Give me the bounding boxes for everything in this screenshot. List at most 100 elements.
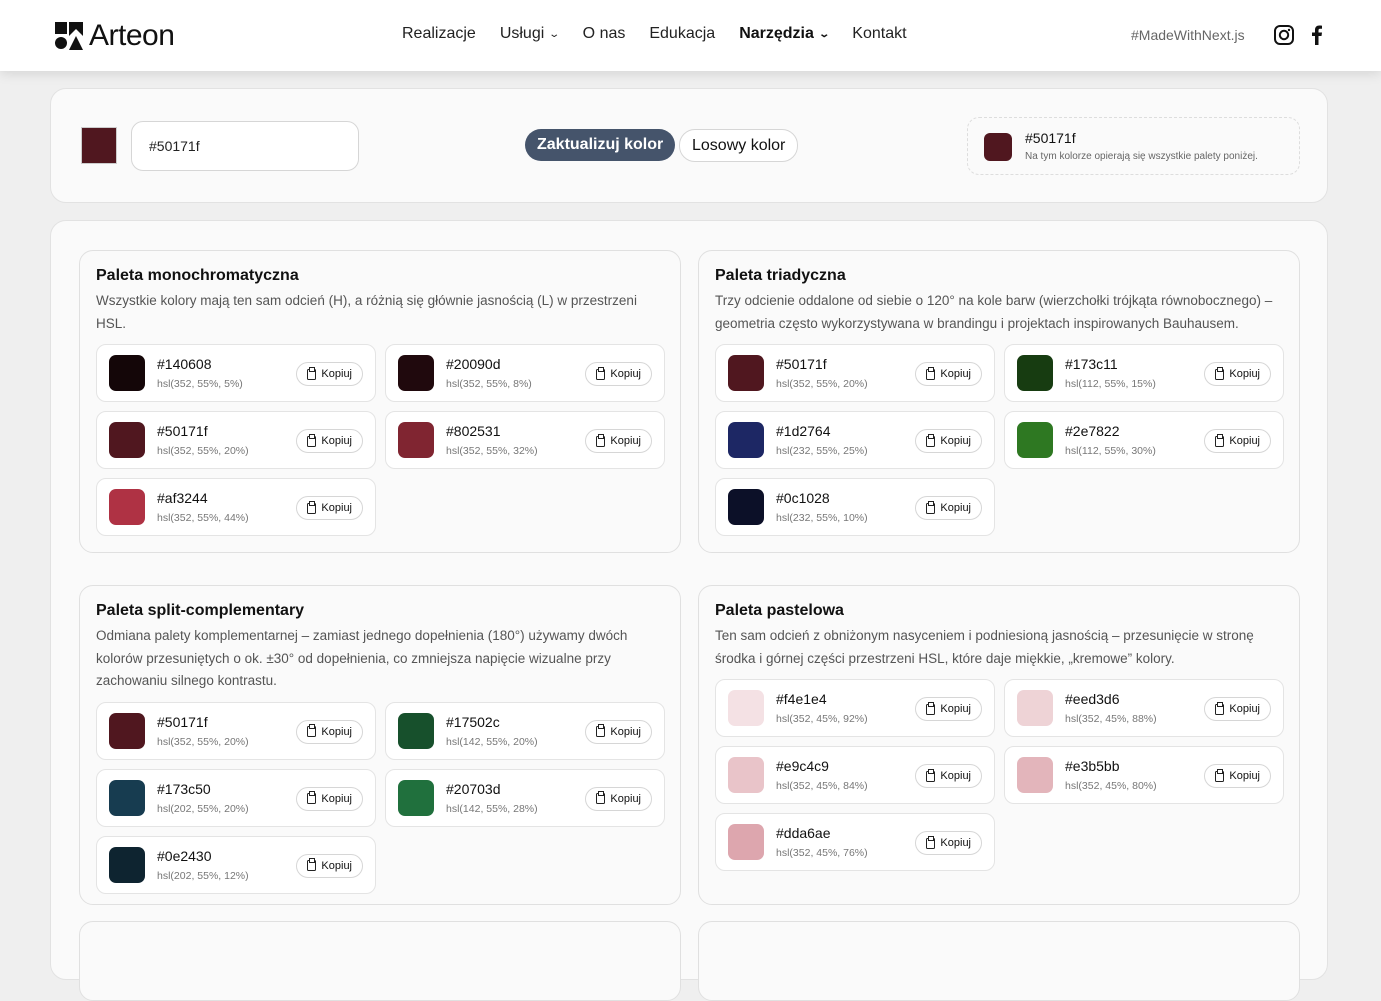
copy-button[interactable]: Kopiuj [296,719,363,744]
palette-panel: Paleta split-complementary Odmiana palet… [79,585,681,905]
copy-button[interactable]: Kopiuj [296,362,363,386]
clipboard-icon [307,366,317,380]
hex-color-input[interactable] [131,121,359,171]
copy-button[interactable]: Kopiuj [915,496,982,520]
palette-description: Trzy odcienie oddalone od siebie o 120° … [715,293,1273,331]
hashtag-link[interactable]: #MadeWithNext.js [1131,27,1245,43]
color-swatch [728,757,764,793]
color-swatch [728,422,764,458]
color-hsl: hsl(352, 55%, 20%) [157,735,249,748]
copy-button[interactable]: Kopiuj [1204,697,1271,721]
copy-button[interactable]: Kopiuj [296,853,363,878]
copy-button[interactable]: Kopiuj [296,429,363,453]
color-picker-card: Zaktualizuj kolor Losowy kolor #50171f N… [50,88,1328,203]
copy-label: Kopiuj [1229,368,1260,380]
clipboard-icon [1215,768,1225,782]
nav-item-label: O nas [582,25,626,42]
copy-button[interactable]: Kopiuj [915,831,982,855]
color-hex: #af3244 [157,490,208,506]
copy-label: Kopiuj [940,770,971,782]
clipboard-icon [596,724,606,737]
color-swatch [728,489,764,525]
color-swatch [1017,757,1053,793]
nav-item-realizacje[interactable]: Realizacje [402,25,476,43]
copy-label: Kopiuj [321,859,352,872]
color-card: #e3b5bb hsl(352, 45%, 80%) Kopiuj [1004,746,1284,804]
copy-button[interactable]: Kopiuj [1204,429,1271,453]
nav-item-narzędzia[interactable]: Narzędzia ⌄ [739,25,830,43]
color-swatch [1017,422,1053,458]
color-swatch [109,846,145,883]
copy-label: Kopiuj [610,435,641,447]
color-hex: #50171f [776,356,827,372]
color-hex: #173c11 [1065,356,1118,372]
color-hsl: hsl(352, 55%, 5%) [157,378,243,390]
copy-label: Kopiuj [940,502,971,514]
palette-panel [79,921,681,1001]
clipboard-icon [926,433,936,447]
color-card: #20090d hsl(352, 55%, 8%) Kopiuj [385,344,665,402]
palette-description: Wszystkie kolory mają ten sam odcień (H)… [96,293,637,331]
nav-item-label: Kontakt [852,25,907,42]
color-hex: #dda6ae [776,825,831,841]
clipboard-icon [926,500,936,514]
copy-button[interactable]: Kopiuj [585,719,652,744]
color-swatch [1017,690,1053,726]
facebook-icon[interactable] [1306,24,1328,46]
logo[interactable]: Arteon [55,19,175,53]
color-swatch [398,355,434,391]
nav-item-label: Usługi [499,25,545,42]
clipboard-icon [307,791,317,804]
color-card: #1d2764 hsl(232, 55%, 25%) Kopiuj [715,411,995,469]
clipboard-icon [926,701,936,715]
color-hsl: hsl(202, 55%, 20%) [157,802,249,815]
copy-button[interactable]: Kopiuj [915,697,982,721]
copy-label: Kopiuj [1229,770,1260,782]
copy-button[interactable]: Kopiuj [1204,764,1271,788]
main-nav: Realizacje Usługi ⌄ O nas Edukacja Narzędzia ⌄… [402,25,907,43]
copy-button[interactable]: Kopiuj [585,362,652,386]
copy-button[interactable]: Kopiuj [585,786,652,811]
palette-title: Paleta monochromatyczna [96,267,299,284]
copy-label: Kopiuj [940,837,971,849]
copy-button[interactable]: Kopiuj [915,362,982,386]
nav-item-kontakt[interactable]: Kontakt [852,25,906,43]
color-swatch [398,422,434,458]
color-card: #50171f hsl(352, 55%, 20%) Kopiuj [715,344,995,402]
color-hsl: hsl(352, 45%, 76%) [776,847,868,859]
nav-item-usługi[interactable]: Usługi ⌄ [499,25,561,43]
chevron-down-icon: ⌄ [548,28,561,40]
copy-button[interactable]: Kopiuj [296,496,363,520]
color-hex: #17502c [446,713,500,730]
site-header: Arteon Realizacje Usługi ⌄ O nas Edukacja Nar… [0,0,1381,71]
color-card: #0e2430 hsl(202, 55%, 12%) Kopiuj [96,835,376,894]
color-card: #f4e1e4 hsl(352, 45%, 92%) Kopiuj [715,679,995,737]
copy-button[interactable]: Kopiuj [296,786,363,811]
palette-title: Paleta triadyczna [715,267,846,284]
color-hsl: hsl(352, 55%, 44%) [157,512,249,524]
color-card: #173c11 hsl(112, 55%, 15%) Kopiuj [1004,344,1284,402]
copy-button[interactable]: Kopiuj [915,764,982,788]
random-color-button[interactable]: Losowy kolor [679,129,799,162]
color-swatch [109,779,145,816]
color-card: #173c50 hsl(202, 55%, 20%) Kopiuj [96,768,376,827]
color-swatch [109,489,145,525]
nav-item-edukacja[interactable]: Edukacja [649,25,715,43]
current-color-swatch[interactable] [81,127,117,164]
palette-description: Ten sam odcień z obniżonym nasyceniem i … [715,628,1254,666]
color-hsl: hsl(112, 55%, 30%) [1065,445,1156,457]
copy-label: Kopiuj [1229,435,1260,447]
update-color-button[interactable]: Zaktualizuj kolor [525,129,676,161]
copy-label: Kopiuj [321,502,352,514]
color-hsl: hsl(352, 45%, 88%) [1065,713,1157,725]
color-card: #e9c4c9 hsl(352, 45%, 84%) Kopiuj [715,746,995,804]
copy-button[interactable]: Kopiuj [915,429,982,453]
instagram-icon[interactable] [1273,24,1295,46]
clipboard-icon [307,433,317,447]
copy-button[interactable]: Kopiuj [585,429,652,453]
color-swatch [109,355,145,391]
nav-item-o-nas[interactable]: O nas [583,25,626,43]
color-hex: #e9c4c9 [776,758,829,774]
copy-label: Kopiuj [321,792,352,805]
copy-button[interactable]: Kopiuj [1204,362,1271,386]
